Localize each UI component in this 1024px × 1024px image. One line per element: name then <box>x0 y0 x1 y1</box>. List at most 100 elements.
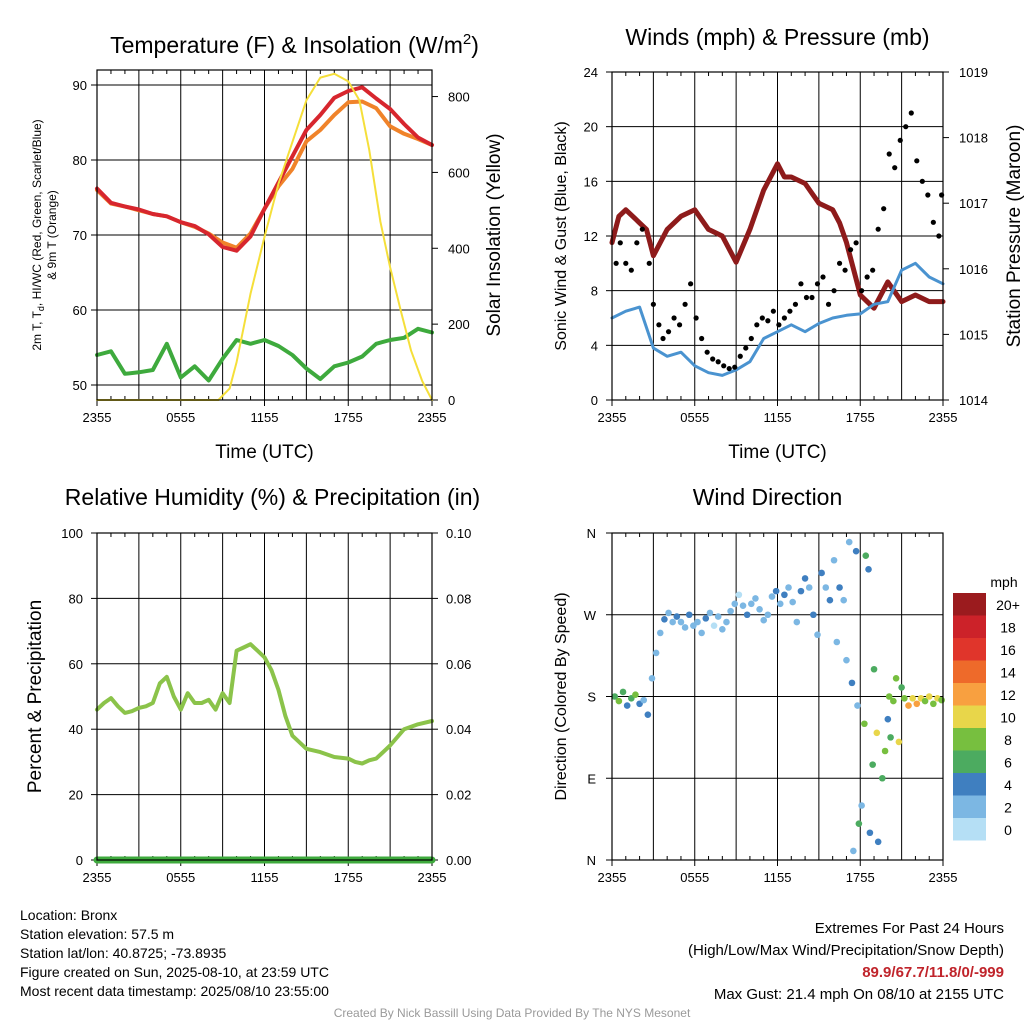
legend-label: 14 <box>1000 665 1016 681</box>
y2-tick-label: 1018 <box>959 131 988 146</box>
x-axis-label: Time (UTC) <box>728 442 827 463</box>
y-tick-label: 20 <box>69 788 83 803</box>
y-tick-label: 16 <box>584 174 598 189</box>
direction-point <box>747 600 755 608</box>
direction-point <box>879 774 886 782</box>
direction-point <box>901 695 908 702</box>
gust-point <box>656 322 662 328</box>
y2-tick-label: 0 <box>448 393 455 408</box>
extremes-panel: Extremes For Past 24 Hours (High/Low/Max… <box>688 918 1004 1006</box>
direction-point <box>644 711 652 718</box>
y-tick-label: 20 <box>584 120 598 135</box>
direction-point <box>719 625 726 633</box>
y2-tick-label: 1016 <box>959 262 988 277</box>
direction-point <box>865 566 872 573</box>
direction-point <box>698 629 705 637</box>
direction-point <box>862 552 870 560</box>
gust-point <box>820 274 826 280</box>
direction-point <box>710 622 718 629</box>
direction-point <box>873 729 881 737</box>
gust-point <box>776 322 782 328</box>
y-axis-label-part: , HI/WC (Red, Green, Scarlet/Blue) <box>30 119 44 306</box>
legend-label: 10 <box>1000 710 1016 726</box>
direction-point <box>677 618 685 626</box>
gust-point <box>634 240 640 246</box>
gust-point <box>726 365 732 372</box>
gust-point <box>650 301 656 307</box>
gust-point <box>732 364 738 370</box>
direction-point <box>772 587 780 595</box>
plot-border <box>96 532 433 861</box>
gust-point <box>842 267 848 273</box>
plot-border <box>96 69 433 401</box>
direction-point <box>648 675 656 682</box>
gust-point <box>787 308 793 314</box>
direction-point <box>887 734 894 741</box>
direction-point <box>938 696 945 704</box>
gust-point <box>671 315 677 321</box>
x-tick-label: 0555 <box>166 410 195 425</box>
gust-point <box>908 110 914 116</box>
gust-point <box>859 288 865 294</box>
direction-point <box>836 584 843 591</box>
legend-label: 12 <box>1000 687 1016 703</box>
gust-point <box>682 301 688 307</box>
y-tick-label: 80 <box>69 591 83 606</box>
y2-tick-label: 1014 <box>959 393 988 408</box>
gust-point <box>792 301 799 307</box>
direction-point <box>801 575 809 582</box>
y-tick-label: 40 <box>69 722 83 737</box>
direction-point <box>615 697 623 705</box>
direction-point <box>830 556 838 564</box>
y-tick-label: 70 <box>73 228 87 243</box>
x-tick-label: 2355 <box>83 410 112 425</box>
y2-tick-label: 1015 <box>959 327 988 342</box>
chart-title: Temperature (F) & Insolation (W/m2) <box>110 31 479 58</box>
y2-tick-label: 0.08 <box>446 591 471 606</box>
direction-point <box>845 538 853 546</box>
gust-point <box>781 315 787 321</box>
direction-point <box>735 591 743 599</box>
gust-point <box>847 247 854 253</box>
legend-swatch <box>953 728 986 751</box>
direction-point <box>785 584 792 591</box>
y-tick-label: S <box>587 690 596 705</box>
gust-point <box>881 206 887 212</box>
legend-label: 4 <box>1004 777 1012 793</box>
gust-point <box>803 294 810 301</box>
legend-swatch <box>953 705 986 728</box>
series-line <box>95 85 434 253</box>
chart-title-superscript: 2 <box>463 31 471 48</box>
direction-point <box>764 611 772 619</box>
chart-title: Wind Direction <box>693 484 843 510</box>
direction-point <box>848 679 856 687</box>
x-tick-label: 1755 <box>334 870 363 885</box>
legend-label: 20+ <box>996 597 1020 613</box>
x-tick-label: 2355 <box>83 870 112 885</box>
gust-point <box>613 260 619 266</box>
direction-point <box>702 615 710 622</box>
legend-label: 0 <box>1004 822 1012 838</box>
x-tick-label: 2355 <box>598 870 627 885</box>
x-tick-label: 0555 <box>680 410 709 425</box>
direction-point <box>895 738 903 746</box>
direction-point <box>874 838 882 846</box>
gust-point <box>836 260 843 266</box>
x-tick-label: 2355 <box>418 410 447 425</box>
series-line <box>96 72 433 401</box>
direction-point <box>909 695 916 702</box>
gust-point <box>704 349 710 355</box>
y2-tick-label: 0.00 <box>446 853 471 868</box>
gust-point <box>665 329 672 335</box>
direction-point <box>723 618 730 626</box>
chart-panel-1: 2355 0555 1155 1755 2355 50 60 70 80 90 0 200 400 600… <box>30 31 505 463</box>
direction-point <box>640 696 648 704</box>
gust-point <box>754 322 760 328</box>
direction-point <box>776 600 784 608</box>
gust-point <box>743 345 749 351</box>
legend-label: 2 <box>1004 800 1012 816</box>
gust-point <box>693 315 699 321</box>
extremes-values: 89.9/67.7/11.8/0/-999 <box>862 964 1004 981</box>
direction-point <box>793 618 801 626</box>
chart-panel-3: 2355 0555 1155 1755 23550204060801000.000.02… <box>25 484 480 885</box>
